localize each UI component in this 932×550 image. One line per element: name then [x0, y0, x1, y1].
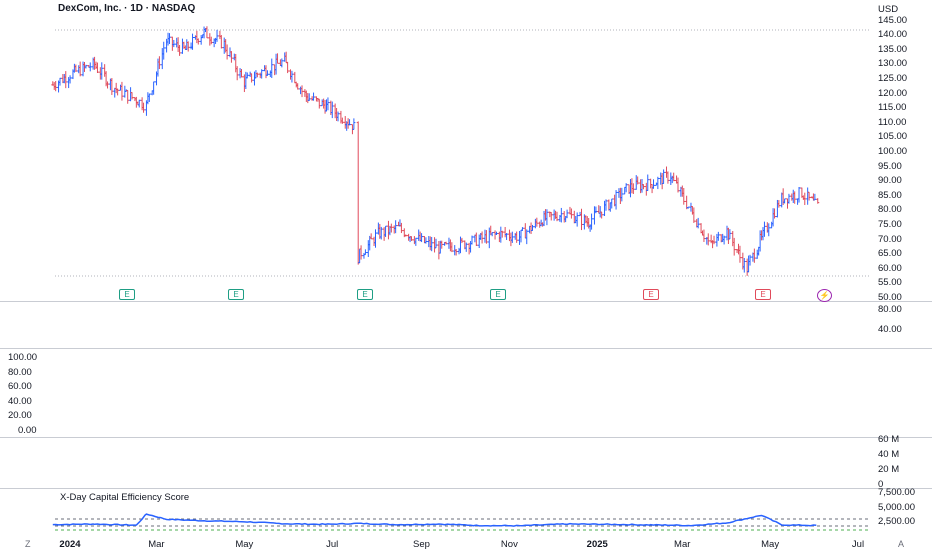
price-tick-label: 85.00 [878, 189, 902, 201]
volume-tick-label: 20 M [878, 464, 900, 475]
earnings-event-icon[interactable]: E [228, 289, 244, 300]
price-tick-label: 125.00 [878, 73, 908, 84]
price-tick-label: 95.00 [878, 160, 902, 172]
time-tick-label: 2025 [586, 539, 608, 550]
pane-divider[interactable] [0, 301, 932, 302]
time-tick-label: May [761, 539, 780, 550]
volume-tick-label: 0 [878, 479, 884, 490]
chart-title: DexCom, Inc. · 1D · NASDAQ [58, 3, 196, 14]
indicator-tick-label: 2,500.00 [878, 516, 915, 527]
pane-divider[interactable] [0, 488, 932, 489]
price-tick-label: 75.00 [878, 219, 902, 230]
indicator-tick-label: 7,500.00 [878, 487, 915, 498]
price-tick-label: 105.00 [878, 131, 908, 143]
earnings-event-icon[interactable]: E [755, 289, 771, 300]
price-tick-label: 60.00 [878, 262, 902, 274]
zoom-icon[interactable]: Z [25, 539, 31, 549]
earnings-event-icon[interactable]: E [357, 289, 373, 300]
pane3-tick-label: 20.00 [8, 410, 32, 421]
dividend-event-icon[interactable]: ⚡ [817, 289, 832, 302]
price-tick-label: 100.00 [878, 146, 908, 157]
volume-tick-label: 60 M [878, 434, 900, 445]
currency-label[interactable]: USD [878, 4, 899, 15]
time-tick-label: May [235, 539, 254, 550]
price-tick-label: 50.00 [878, 292, 902, 303]
price-tick-label: 80.00 [878, 204, 902, 216]
indicator-title[interactable]: X-Day Capital Efficiency Score [60, 492, 190, 503]
volume-tick-label: 40 M [878, 449, 900, 460]
pane2-tick-label: 80.00 [878, 304, 902, 315]
price-tick-label: 140.00 [878, 29, 908, 41]
time-tick-label: Mar [148, 539, 165, 550]
time-tick-label: Sep [413, 539, 430, 550]
time-tick-label: Mar [674, 539, 691, 550]
pane-divider[interactable] [0, 348, 932, 349]
pane2-tick-label: 40.00 [878, 324, 902, 335]
price-tick-label: 120.00 [878, 87, 908, 99]
pane-divider[interactable] [0, 437, 932, 438]
price-tick-label: 55.00 [878, 277, 902, 289]
auto-scale-icon[interactable]: A [898, 539, 905, 549]
price-tick-label: 110.00 [878, 116, 907, 128]
price-tick-label: 90.00 [878, 175, 902, 187]
pane3-tick-label: 60.00 [8, 381, 32, 392]
pane3-tick-label: 0.00 [18, 424, 37, 436]
price-tick-label: 135.00 [878, 43, 908, 55]
indicator-line [52, 513, 817, 527]
earnings-event-icon[interactable]: E [119, 289, 135, 300]
earnings-event-icon[interactable]: E [643, 289, 659, 300]
time-tick-label: Nov [500, 539, 518, 550]
pane3-tick-label: 80.00 [8, 366, 32, 378]
price-tick-label: 130.00 [878, 58, 908, 70]
pane3-tick-label: 40.00 [8, 395, 32, 407]
price-tick-label: 70.00 [878, 233, 902, 245]
price-tick-label: 65.00 [878, 248, 902, 260]
time-tick-label: 2024 [59, 539, 81, 550]
price-tick-label: 115.00 [878, 102, 907, 114]
indicator-tick-label: 5,000.00 [878, 502, 915, 513]
earnings-event-icon[interactable]: E [490, 289, 506, 300]
time-tick-label: Jul [326, 539, 339, 550]
time-tick-label: Jul [851, 539, 865, 550]
price-tick-label: 145.00 [878, 14, 908, 26]
pane3-tick-label: 100.00 [8, 352, 38, 363]
